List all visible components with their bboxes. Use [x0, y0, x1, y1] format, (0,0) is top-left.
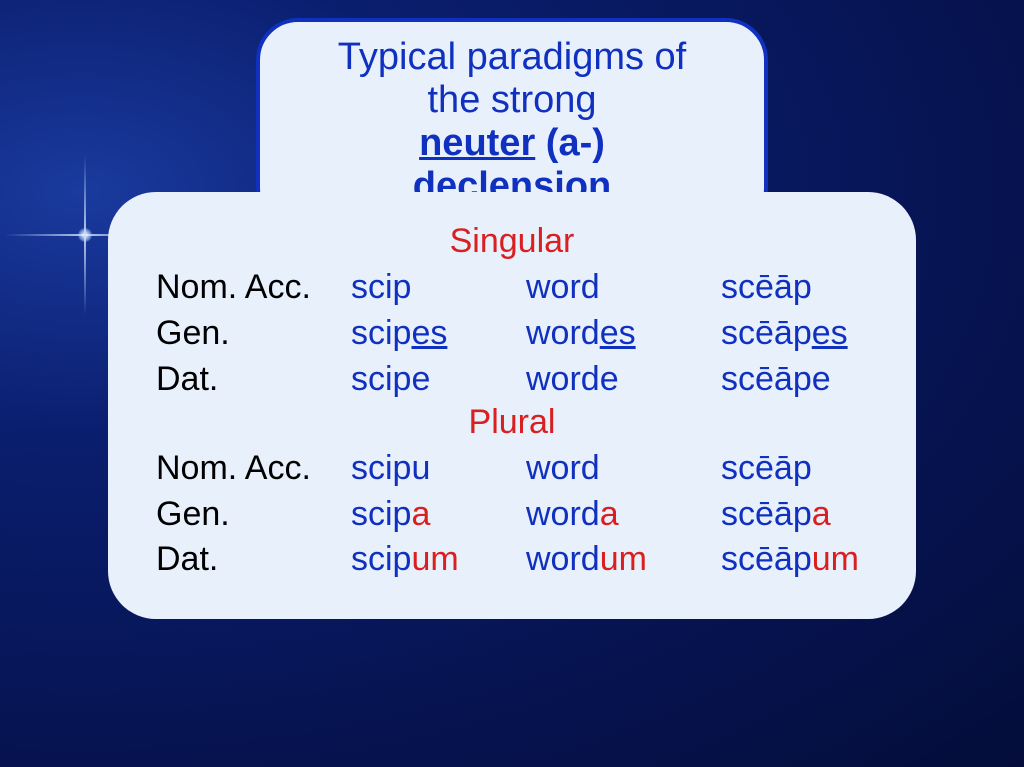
plural-header: Plural [156, 403, 868, 442]
cell: scipa [351, 492, 526, 538]
table-row: Dat. scipum wordum scēāpum [156, 537, 868, 583]
cell: worda [526, 492, 721, 538]
table-row: Gen. scipes wordes scēāpes [156, 311, 868, 357]
cell: wordum [526, 537, 721, 583]
cell: scip [351, 265, 526, 311]
case-label-dat: Dat. [156, 357, 351, 403]
cell: scipu [351, 446, 526, 492]
cell: scēāpum [721, 537, 891, 583]
title-underlined-word: neuter [419, 122, 535, 164]
title-line-1: Typical paradigms of the strong [330, 36, 694, 122]
cell: scēāpes [721, 311, 891, 357]
case-label-nomacc: Nom. Acc. [156, 446, 351, 492]
cell: scipes [351, 311, 526, 357]
cell: worde [526, 357, 721, 403]
cell: scipum [351, 537, 526, 583]
table-row: Nom. Acc. scip word scēāp [156, 265, 868, 311]
cell: scēāp [721, 265, 891, 311]
cell: scipe [351, 357, 526, 403]
singular-header: Singular [156, 222, 868, 261]
case-label-dat: Dat. [156, 537, 351, 583]
table-row: Nom. Acc. scipu word scēāp [156, 446, 868, 492]
cell: word [526, 265, 721, 311]
cell: scēāpe [721, 357, 891, 403]
table-row: Dat. scipe worde scēāpe [156, 357, 868, 403]
cell: scēāpa [721, 492, 891, 538]
table-row: Gen. scipa worda scēāpa [156, 492, 868, 538]
cell: wordes [526, 311, 721, 357]
cell: scēāp [721, 446, 891, 492]
paradigm-table: Singular Nom. Acc. scip word scēāp Gen. … [108, 192, 916, 619]
cell: word [526, 446, 721, 492]
case-label-nomacc: Nom. Acc. [156, 265, 351, 311]
case-label-gen: Gen. [156, 311, 351, 357]
case-label-gen: Gen. [156, 492, 351, 538]
